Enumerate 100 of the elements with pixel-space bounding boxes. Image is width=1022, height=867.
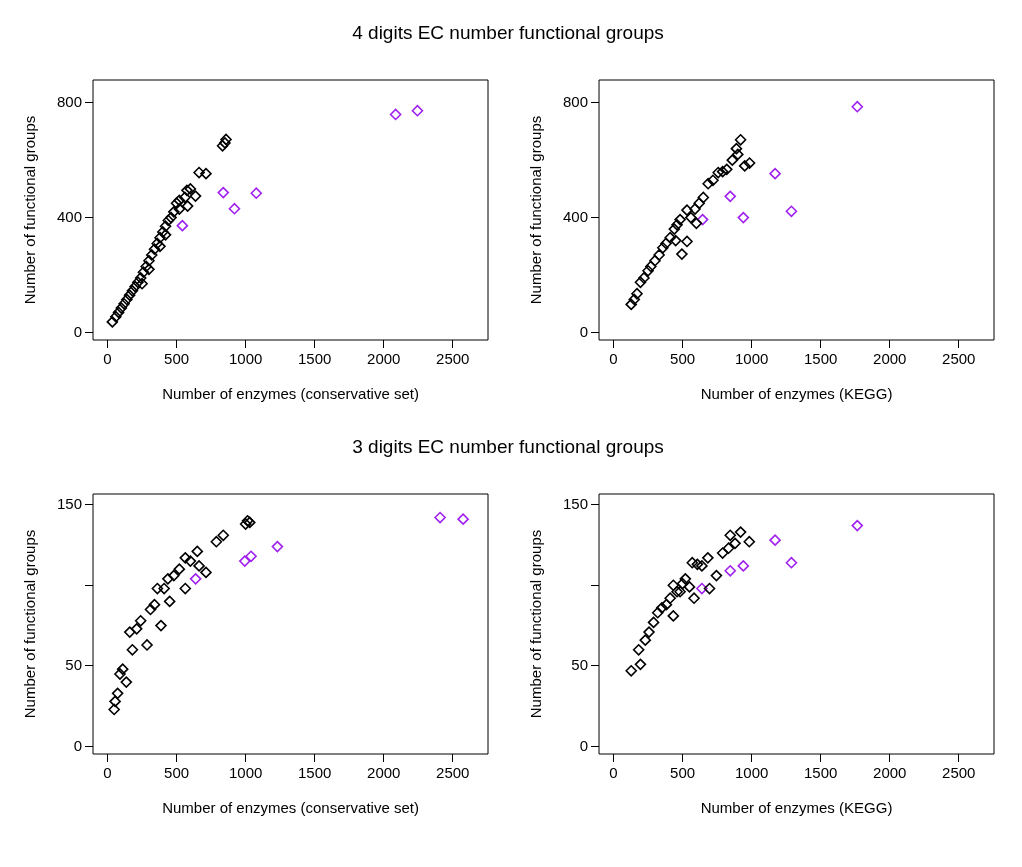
- point: [769, 534, 781, 546]
- point: [168, 206, 180, 218]
- point: [116, 663, 129, 675]
- y-axis-title: Number of functional groups: [527, 115, 545, 305]
- x-tick-label: 2500: [436, 350, 470, 368]
- x-tick-label: 0: [609, 350, 618, 368]
- point: [193, 166, 205, 179]
- point: [696, 560, 708, 572]
- x-tick-label: 500: [670, 764, 696, 782]
- x-tick-label: 1000: [734, 764, 769, 782]
- point: [669, 234, 682, 247]
- x-tick-label: 2000: [367, 350, 401, 368]
- point: [181, 184, 193, 197]
- y-tick-label: 0: [579, 322, 589, 340]
- x-tick-label: 0: [609, 764, 618, 782]
- point: [179, 191, 191, 204]
- y-tick-label: 50: [571, 656, 589, 674]
- point: [228, 202, 241, 215]
- point: [743, 535, 756, 548]
- x-tick-label: 1000: [228, 764, 263, 782]
- x-tick-label: 1500: [803, 350, 838, 368]
- point: [144, 603, 157, 616]
- point: [123, 626, 136, 638]
- point: [738, 160, 751, 172]
- y-tick-label: 150: [57, 494, 83, 512]
- y-tick-label: 150: [563, 494, 589, 512]
- point: [154, 231, 166, 244]
- point: [667, 579, 680, 592]
- point: [141, 639, 153, 651]
- point: [625, 664, 638, 677]
- point: [676, 577, 689, 590]
- y-tick-label: 50: [65, 656, 83, 674]
- point: [691, 558, 704, 571]
- point: [851, 519, 864, 532]
- point: [118, 298, 130, 310]
- point: [671, 219, 683, 231]
- point: [239, 555, 251, 567]
- point: [724, 564, 737, 577]
- point: [132, 276, 144, 289]
- point: [151, 582, 164, 595]
- point: [737, 560, 750, 572]
- point: [667, 610, 680, 622]
- x-tick-label: 2500: [942, 764, 976, 782]
- point: [653, 249, 665, 261]
- point: [625, 298, 638, 311]
- point: [785, 205, 798, 218]
- y-tick-label: 0: [73, 736, 83, 754]
- point: [734, 133, 747, 146]
- point: [631, 287, 643, 300]
- point: [734, 526, 747, 538]
- point: [143, 254, 155, 267]
- point: [115, 302, 128, 314]
- point: [645, 260, 657, 273]
- point: [200, 167, 212, 180]
- point: [179, 552, 192, 564]
- point: [743, 157, 756, 169]
- point: [712, 166, 725, 179]
- point: [111, 687, 124, 700]
- point: [134, 272, 147, 284]
- point: [722, 542, 735, 554]
- point: [217, 529, 230, 542]
- point: [785, 556, 798, 569]
- chart-title: 3 digits EC number functional groups: [351, 436, 665, 458]
- point: [239, 518, 252, 530]
- point: [200, 566, 212, 579]
- x-tick-label: 1500: [297, 764, 332, 782]
- point: [647, 616, 660, 629]
- point: [683, 581, 696, 593]
- point: [651, 606, 664, 619]
- point: [703, 582, 716, 595]
- point: [679, 573, 692, 585]
- point: [710, 569, 723, 582]
- point: [145, 249, 158, 261]
- point: [457, 513, 469, 525]
- point: [674, 213, 686, 226]
- point: [210, 535, 223, 548]
- point: [136, 277, 148, 290]
- y-tick-label: 400: [57, 207, 83, 225]
- point: [121, 293, 133, 306]
- x-tick-label: 1500: [297, 350, 332, 368]
- point: [217, 186, 230, 199]
- point: [112, 306, 125, 319]
- point: [681, 235, 693, 248]
- point: [163, 595, 176, 608]
- x-tick-label: 500: [670, 350, 696, 368]
- point: [130, 623, 143, 635]
- point: [159, 220, 172, 233]
- point: [126, 285, 139, 297]
- point: [148, 598, 161, 611]
- point: [696, 582, 708, 595]
- point: [634, 658, 647, 671]
- point: [220, 133, 232, 146]
- point: [688, 592, 700, 604]
- y-tick-label: 800: [563, 92, 589, 110]
- point: [632, 644, 645, 656]
- point: [729, 537, 741, 550]
- point: [724, 529, 737, 542]
- y-tick-label: 400: [563, 207, 589, 225]
- x-tick-label: 2000: [367, 764, 401, 782]
- point: [109, 695, 121, 708]
